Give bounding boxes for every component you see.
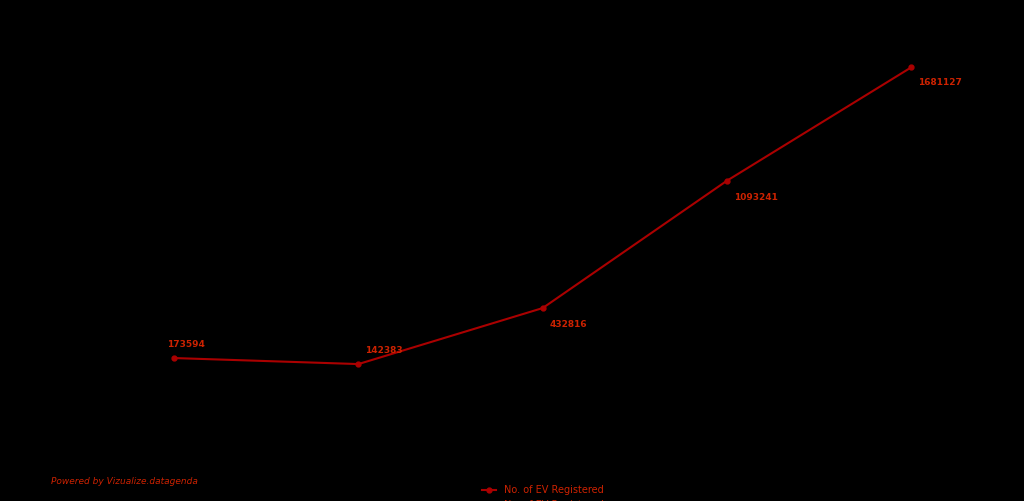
Text: 432816: 432816 xyxy=(550,321,588,330)
Text: 1681127: 1681127 xyxy=(919,78,963,87)
Text: 1093241: 1093241 xyxy=(734,193,778,202)
No. of EV Registered xyxy=(168,355,180,361)
No. of EV Registered xyxy=(905,64,918,70)
Legend: No. of EV Registered, No. of EV Registered: No. of EV Registered, No. of EV Register… xyxy=(478,481,607,501)
Text: Powered by Vizualize.datagenda: Powered by Vizualize.datagenda xyxy=(51,477,198,486)
Text: 142383: 142383 xyxy=(366,346,403,355)
Text: 173594: 173594 xyxy=(167,340,205,349)
No. of EV Registered xyxy=(352,361,365,367)
No. of EV Registered xyxy=(537,305,549,311)
No. of EV Registered xyxy=(721,178,733,184)
Line: No. of EV Registered: No. of EV Registered xyxy=(172,65,913,367)
